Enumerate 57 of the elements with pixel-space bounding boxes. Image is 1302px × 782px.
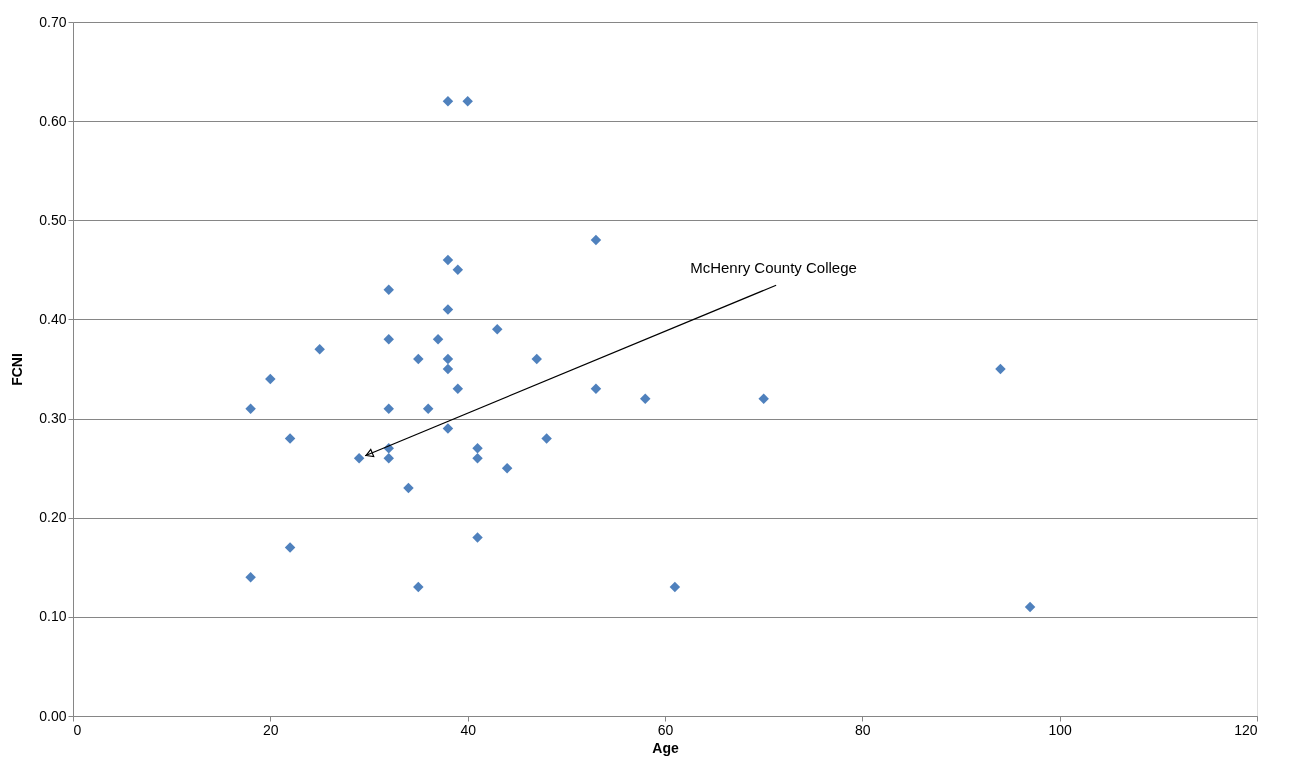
x-tick-label: 40: [460, 721, 477, 738]
y-tick-label: 0.70: [39, 13, 67, 30]
point: [413, 353, 424, 365]
x-tick-label: 120: [1234, 721, 1258, 738]
point: [492, 324, 503, 335]
point: [383, 452, 394, 464]
point: [442, 304, 454, 315]
y-tick-label: 0.60: [39, 112, 67, 129]
point: [995, 363, 1006, 375]
point: [472, 532, 483, 543]
point: [472, 452, 483, 464]
point: [413, 581, 424, 593]
point: [640, 393, 651, 404]
point: [284, 433, 296, 444]
point: [501, 462, 513, 474]
point: [432, 334, 444, 345]
point: [462, 96, 473, 107]
point: [383, 284, 394, 295]
point: [442, 254, 454, 266]
point: [1024, 601, 1036, 613]
x-tick-label: 20: [263, 721, 279, 738]
x-axis-title: Age: [652, 739, 679, 756]
point: [314, 343, 325, 355]
annotation: McHenry County College: [690, 259, 857, 277]
y-tick-label: 0.30: [39, 410, 67, 427]
point: [442, 363, 454, 375]
point: [245, 403, 256, 414]
y-axis-title: FCNI: [9, 353, 26, 386]
point: [245, 571, 256, 583]
point: [403, 482, 414, 494]
point: [442, 96, 454, 107]
point: [472, 443, 483, 454]
y-tick-label: 0.20: [39, 509, 67, 526]
x-tick-label: 0: [73, 721, 82, 738]
x-tick-label: 80: [855, 721, 871, 738]
point: [422, 403, 434, 414]
y-tick-label: 0.00: [39, 707, 67, 724]
point: [590, 383, 602, 395]
x-tick-label: 100: [1048, 721, 1073, 738]
point: [284, 542, 296, 553]
x-tick-label: 60: [657, 721, 674, 738]
point: [531, 353, 542, 365]
point: [442, 423, 454, 434]
point: [758, 393, 769, 404]
point: [265, 373, 276, 385]
point: [669, 581, 681, 593]
point: [383, 403, 394, 414]
point: [541, 433, 552, 444]
point: [452, 383, 464, 395]
y-tick-label: 0.10: [39, 608, 67, 625]
y-tick-label: 0.40: [39, 310, 67, 327]
y-tick-label: 0.50: [39, 211, 67, 228]
point: [442, 353, 454, 365]
point: [353, 452, 365, 464]
point: [590, 234, 602, 246]
point: [383, 334, 394, 345]
point: [452, 264, 464, 276]
